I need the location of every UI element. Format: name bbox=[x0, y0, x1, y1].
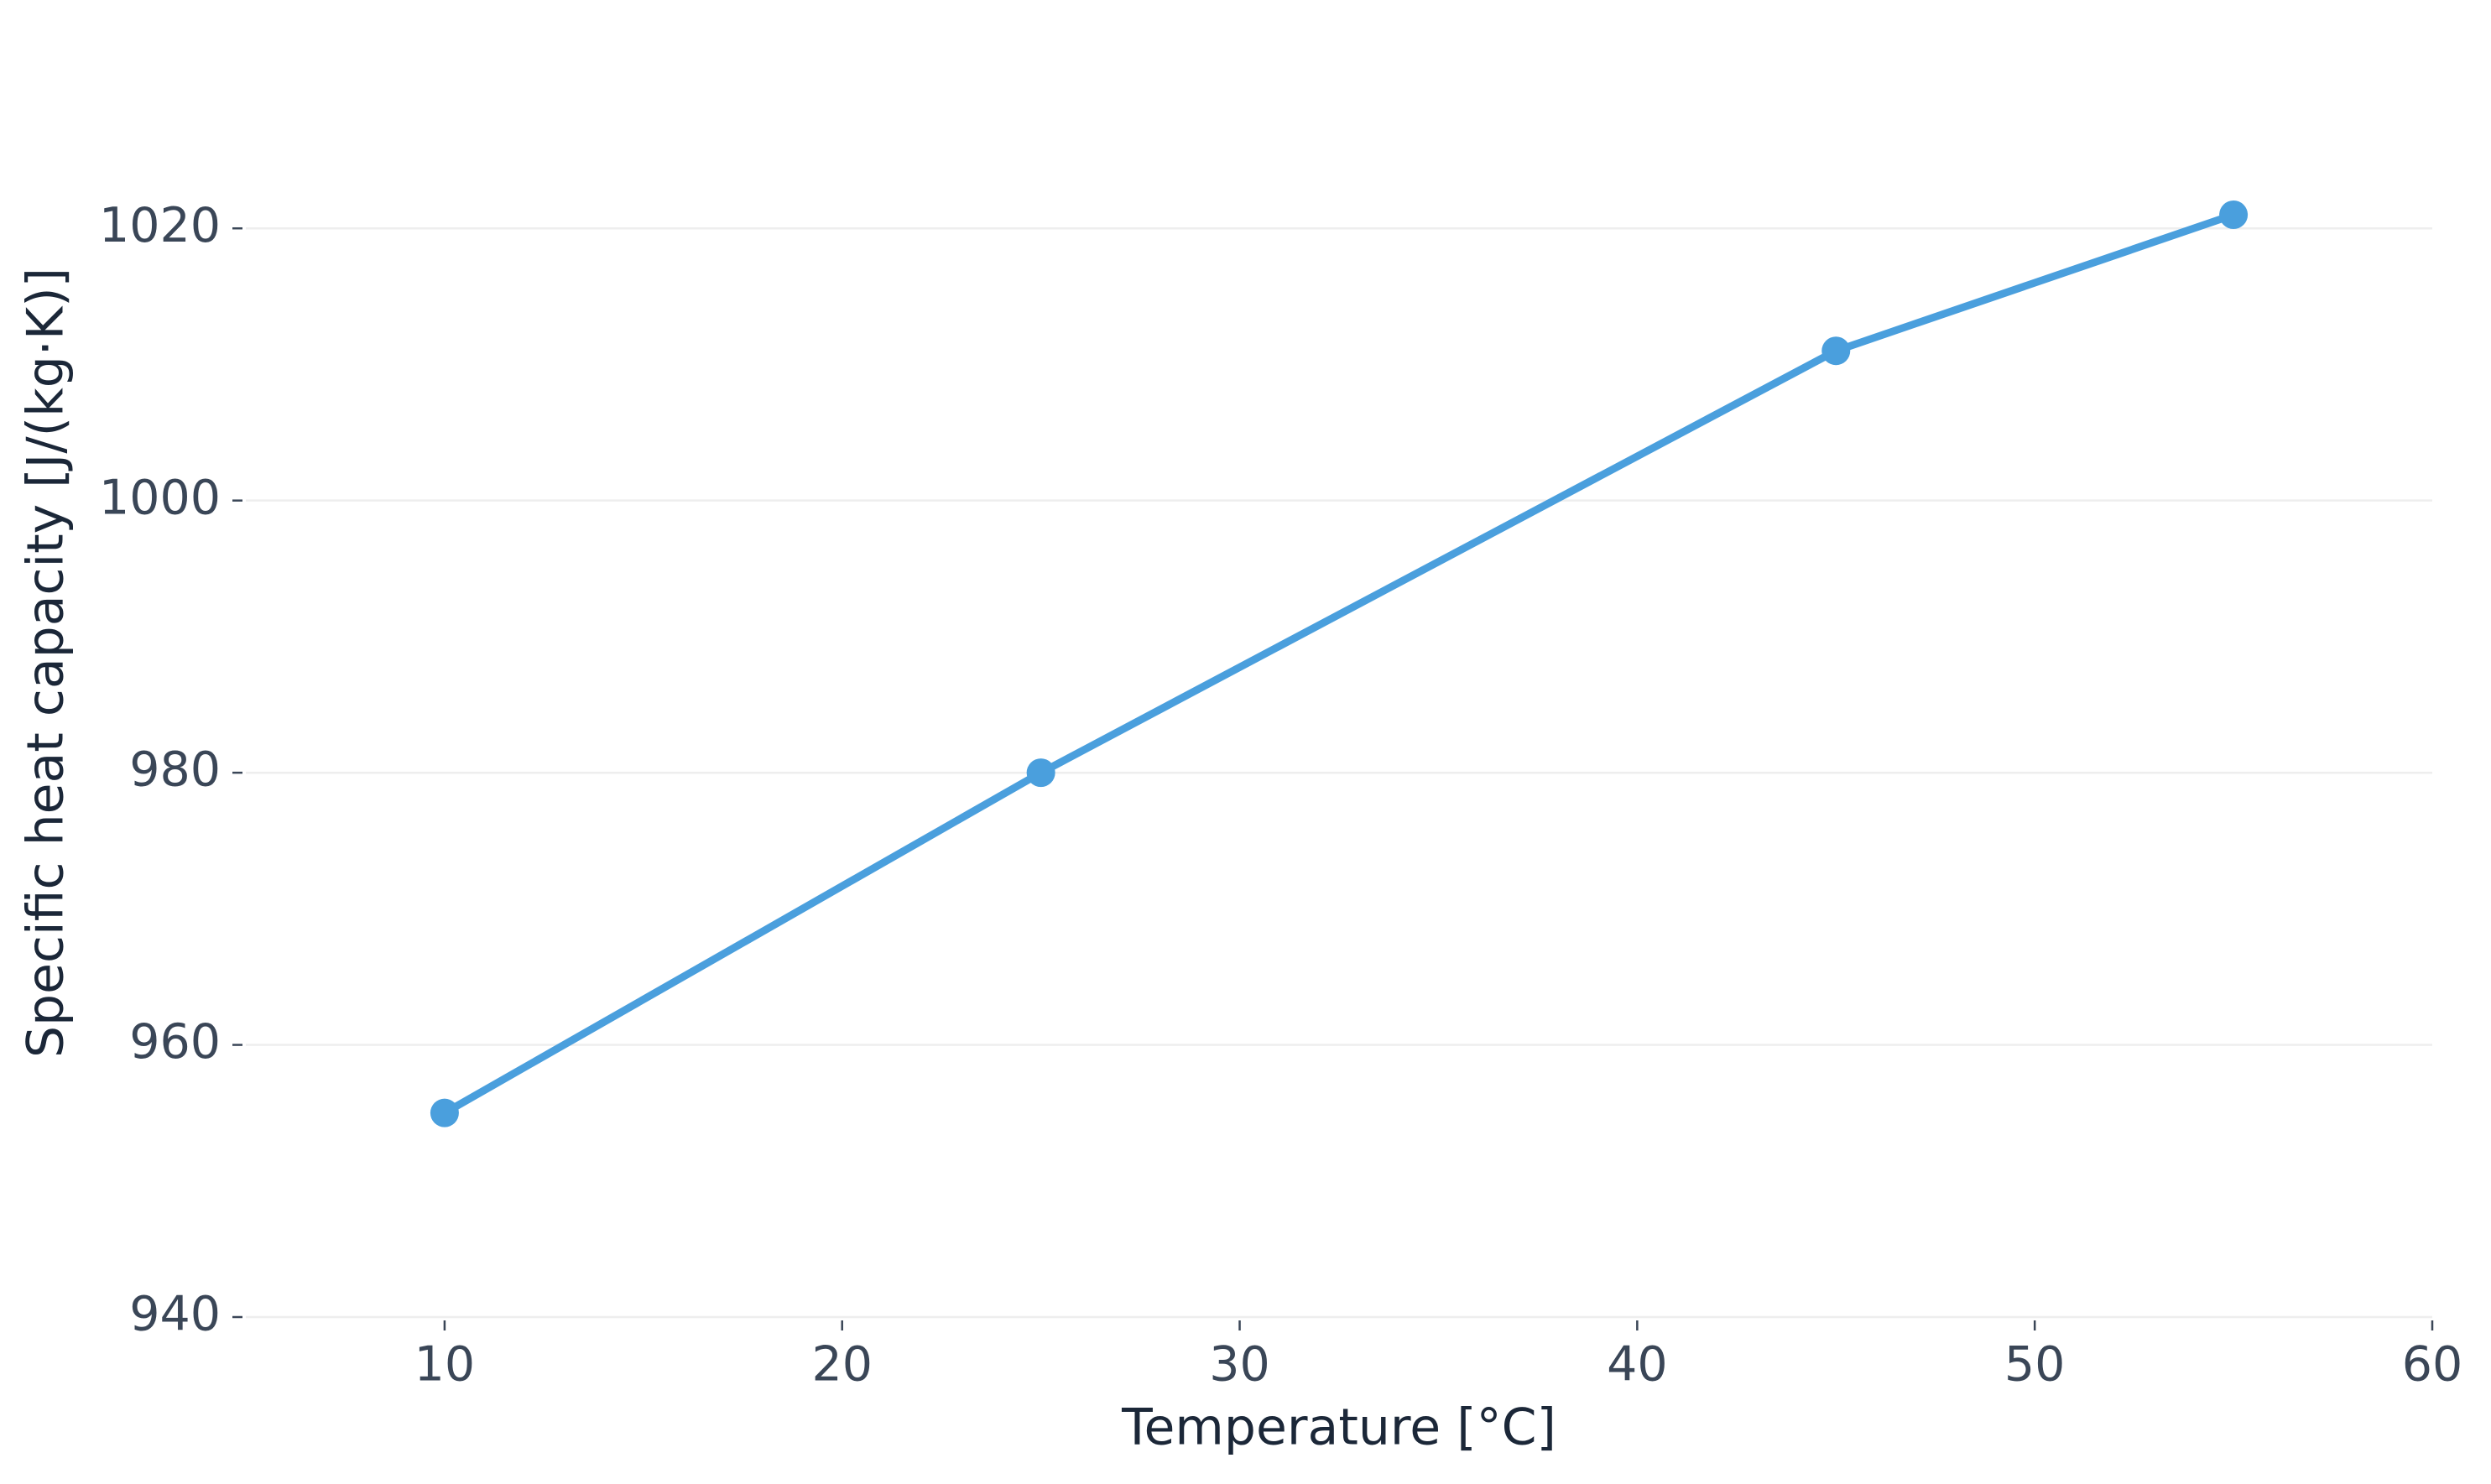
data-point bbox=[2219, 200, 2249, 229]
x-tick-label: 20 bbox=[811, 1337, 873, 1393]
y-tick-label: 980 bbox=[129, 742, 221, 798]
x-tick-label: 50 bbox=[2004, 1337, 2066, 1393]
x-tick-label: 60 bbox=[2402, 1337, 2463, 1393]
y-tick-label: 940 bbox=[129, 1287, 221, 1342]
y-tick-label: 960 bbox=[129, 1014, 221, 1070]
data-point bbox=[430, 1098, 459, 1127]
x-tick-label: 40 bbox=[1607, 1337, 1668, 1393]
data-line bbox=[442, 211, 2235, 1117]
x-tick-label: 30 bbox=[1209, 1337, 1270, 1393]
data-point bbox=[1026, 758, 1055, 788]
y-tick-label: 1000 bbox=[99, 470, 221, 525]
y-tick-label: 1020 bbox=[99, 198, 221, 253]
data-point bbox=[1821, 336, 1851, 366]
x-axis-title: Temperature [°C] bbox=[1121, 1398, 1556, 1457]
y-axis-title: Specific heat capacity [J/(kg·K)] bbox=[17, 268, 76, 1058]
x-tick-label: 10 bbox=[414, 1337, 476, 1393]
